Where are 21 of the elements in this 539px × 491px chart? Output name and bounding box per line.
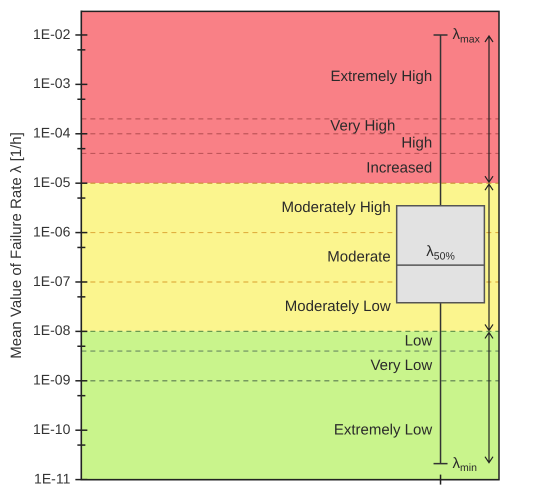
annotation: Moderately Low [284,298,391,315]
y-axis-title: Mean Value of Failure Rate λ [1/h] [8,132,26,359]
y-tick-label: 1E-10 [33,421,71,438]
y-tick-label: 1E-11 [34,470,71,486]
y-tick-label: 1E-09 [33,372,71,388]
y-tick-label: 1E-04 [33,124,71,141]
annotation: High [401,134,432,152]
annotation: Extremely Low [334,421,432,438]
y-tick-label: 1E-06 [33,223,71,240]
annotation: Extremely High [330,68,432,86]
annotation: Moderately High [281,199,391,216]
annotation: Very Low [370,357,432,374]
annotation: Low [404,332,432,350]
y-tick-label: 1E-08 [33,322,71,338]
annotation: Very High [330,117,396,134]
annotation: Moderate [327,248,391,266]
y-tick-label: 1E-02 [33,26,71,42]
y-tick-label: 1E-03 [33,75,71,92]
annotation: Increased [366,159,432,176]
y-tick-label: 1E-07 [33,272,71,289]
y-tick-label: 1E-05 [33,174,71,190]
